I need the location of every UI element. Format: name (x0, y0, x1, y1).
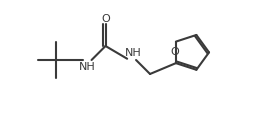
Text: NH: NH (79, 62, 96, 72)
Text: O: O (170, 47, 179, 57)
Text: O: O (101, 14, 110, 24)
Text: NH: NH (125, 48, 141, 58)
